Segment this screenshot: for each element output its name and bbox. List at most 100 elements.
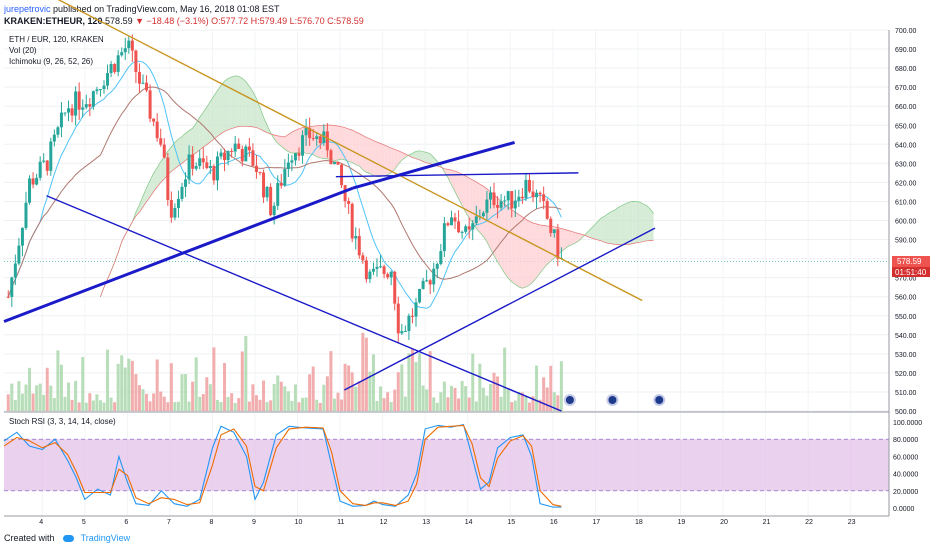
cloud-segment <box>377 142 381 177</box>
time-tick-label: 4 <box>39 519 43 526</box>
candle-body <box>116 55 120 72</box>
candle-body <box>520 196 524 199</box>
candle-body <box>98 89 102 91</box>
cloud-segment <box>575 232 580 243</box>
volume-bar <box>10 383 14 411</box>
time-tick-label: 19 <box>678 519 686 526</box>
volume-bar <box>386 392 390 411</box>
cloud-segment <box>618 205 622 245</box>
cloud-segment <box>625 202 629 245</box>
price-tag: 578.59 <box>897 257 922 266</box>
stoch-tick-label: 80.0000 <box>893 437 918 444</box>
cloud-segment <box>245 81 250 127</box>
cloud-segment <box>160 156 165 183</box>
candle-body <box>240 149 244 162</box>
cloud-segment <box>288 132 292 154</box>
candle-body <box>74 91 78 116</box>
candle-body <box>453 217 457 222</box>
cloud-segment <box>394 149 399 170</box>
stoch-tick-label: 20.0000 <box>893 489 918 496</box>
cloud-segment <box>447 169 452 185</box>
tradingview-link[interactable]: TradingView <box>80 533 131 543</box>
volume-bar <box>251 384 255 411</box>
volume-bar <box>531 396 535 411</box>
cloud-segment <box>192 123 197 156</box>
cloud-segment <box>189 128 193 158</box>
cloud-segment <box>458 172 463 206</box>
volume-bar <box>379 386 383 411</box>
cloud-segment <box>462 174 466 213</box>
candle-body <box>77 91 81 110</box>
volume-bar <box>223 362 227 411</box>
volume-bar <box>28 367 32 411</box>
volume-bar <box>201 394 205 411</box>
time-tick-label: 6 <box>124 519 128 526</box>
volume-bar <box>6 394 10 411</box>
candle-body <box>407 315 411 332</box>
volume-bar <box>77 402 81 411</box>
cloud-segment <box>345 127 349 162</box>
volume-bar <box>254 395 258 411</box>
candle-body <box>265 186 269 198</box>
cloud-segment <box>217 85 221 137</box>
volume-bar <box>350 372 354 411</box>
cloud-segment <box>426 152 431 164</box>
volume-bar <box>279 381 283 411</box>
volume-bar <box>371 354 375 411</box>
candle-body <box>247 146 251 151</box>
candle-body <box>449 217 453 226</box>
volume-bar <box>325 376 329 411</box>
volume-bar <box>116 363 120 411</box>
candle-body <box>371 268 375 272</box>
candle-body <box>137 72 141 84</box>
stoch-tick-label: 0.0000 <box>893 506 915 513</box>
cloud-segment <box>572 231 576 245</box>
candle-body <box>180 186 184 199</box>
candle-body <box>379 266 383 268</box>
time-tick-label: 23 <box>848 519 856 526</box>
cloud-segment <box>277 135 282 147</box>
volume-bar <box>120 355 124 411</box>
stoch-tick-label: 40.0000 <box>893 472 918 479</box>
volume-bar <box>20 393 24 411</box>
trendline <box>335 172 579 178</box>
volume-bar <box>173 402 177 411</box>
candle-body <box>6 296 10 298</box>
author-link[interactable]: jurepetrovic <box>4 4 51 14</box>
cloud-segment <box>632 201 636 244</box>
volume-bar <box>130 360 134 411</box>
candle-body <box>421 280 425 289</box>
cloud-segment <box>238 76 243 127</box>
candle-body <box>127 40 131 49</box>
time-tick-label: 21 <box>763 519 771 526</box>
candle-body <box>212 165 216 181</box>
cloud-segment <box>352 129 356 165</box>
volume-bar <box>318 402 322 411</box>
stoch-legend: Stoch RSI (3, 3, 14, 14, close) <box>9 417 116 426</box>
candle-body <box>123 48 127 53</box>
volume-bar <box>155 359 159 411</box>
candle-body <box>488 192 492 200</box>
volume-bar <box>237 398 241 411</box>
cloud-segment <box>455 171 459 199</box>
volume-bar <box>137 385 141 411</box>
time-tick-label: 5 <box>82 519 86 526</box>
ohlc-values: O:577.72 H:579.49 L:576.70 C:578.59 <box>211 16 364 26</box>
candle-body <box>400 331 404 334</box>
candle-body <box>329 150 333 165</box>
candle-body <box>350 203 354 239</box>
candle-body <box>237 143 241 150</box>
volume-bar <box>102 402 106 411</box>
cloud-segment <box>181 133 186 164</box>
cloud-segment <box>338 125 342 161</box>
cloud-segment <box>242 78 246 127</box>
volume-bar <box>42 394 46 411</box>
candle-body <box>410 315 414 317</box>
cloud-segment <box>416 150 420 160</box>
candle-body <box>340 164 344 186</box>
volume-bar <box>159 391 163 411</box>
volume-bar <box>269 400 273 411</box>
candle-body <box>120 52 124 56</box>
price-tick-label: 590.00 <box>895 238 917 245</box>
